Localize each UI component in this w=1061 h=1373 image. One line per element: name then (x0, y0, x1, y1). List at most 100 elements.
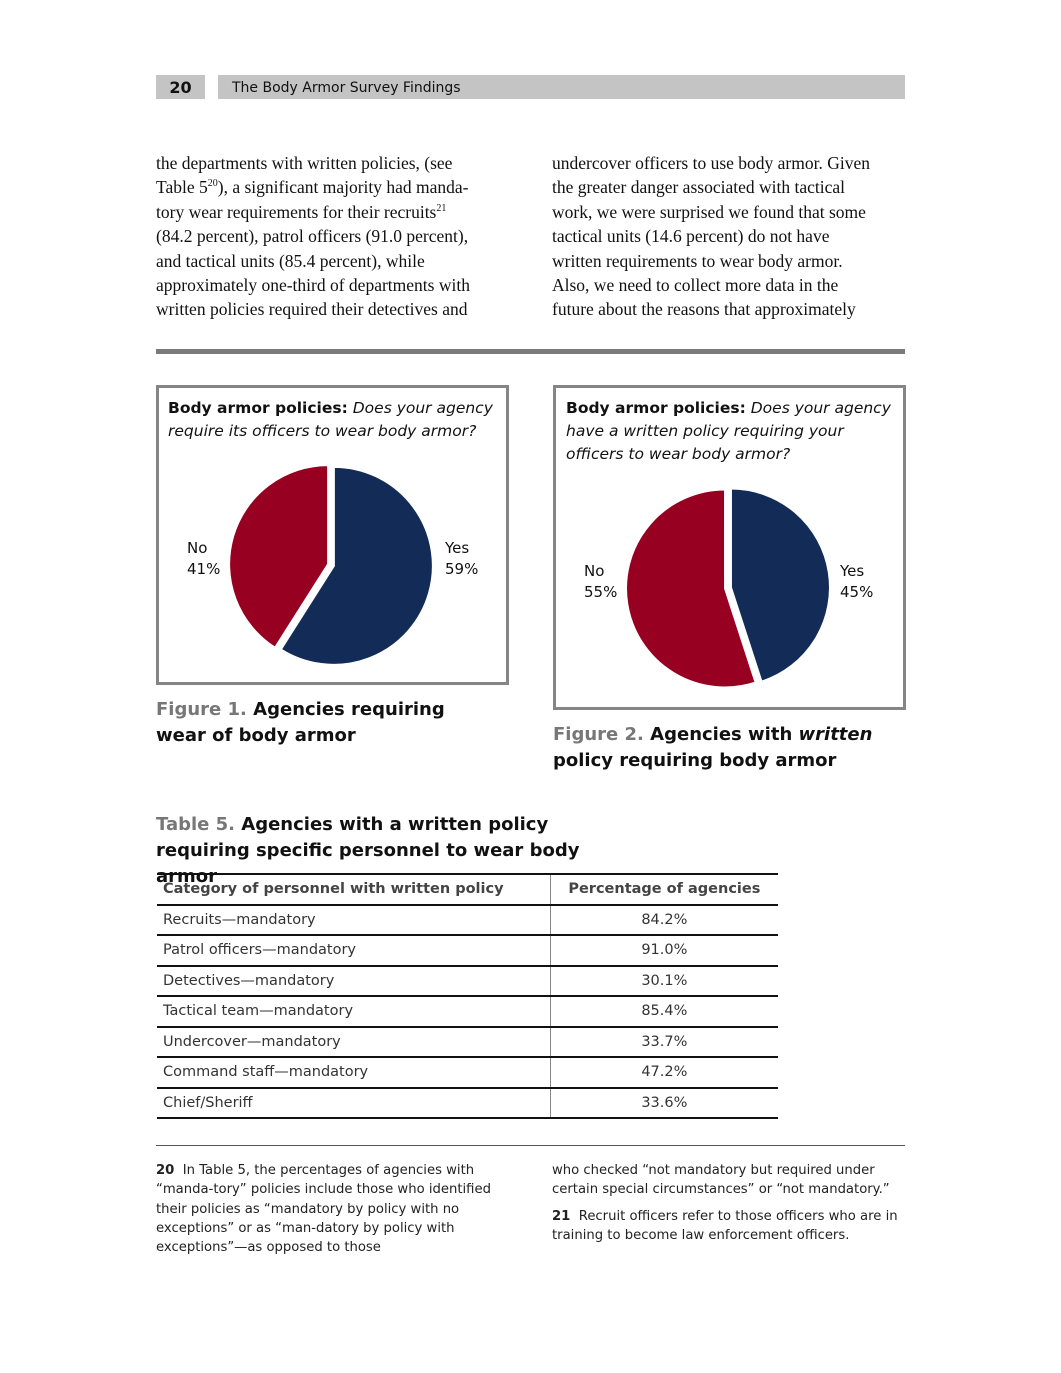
text: tory wear requirements for their recruit… (156, 201, 437, 222)
text: tactical units (14.6 percent) do not hav… (552, 226, 830, 247)
table-cell: Patrol officers—mandatory (157, 935, 551, 967)
text: the greater danger associated with tacti… (552, 177, 845, 198)
footnote-ref: 20 (207, 178, 218, 190)
slice-label: Yes 59% (445, 538, 478, 580)
table: Category of personnel with written polic… (157, 873, 778, 1119)
text-line: the departments with written policies, (… (156, 151, 470, 175)
category: Yes (445, 539, 470, 557)
text-line: tory wear requirements for their recruit… (156, 200, 470, 224)
footnote-ref: 21 (436, 202, 447, 214)
value-label: 59% (445, 560, 479, 578)
figure-box (156, 385, 509, 685)
caption-text: written (798, 724, 873, 745)
title: Body armor policies: (168, 399, 348, 417)
footnote-number: 20 (156, 1163, 175, 1178)
table-cell: 33.7% (549, 1026, 778, 1058)
table-cell: Command staff—mandatory (157, 1057, 551, 1089)
table-cell: 85.4% (549, 996, 778, 1028)
slice-label: No 41% (187, 538, 220, 580)
figure-box (553, 385, 906, 710)
figure-label: Figure 1. (156, 699, 247, 720)
table-row: Tactical team—mandatory 85.4% (157, 996, 778, 1028)
table-cell: 91.0% (549, 935, 778, 967)
table-row: Undercover—mandatory 33.7% (157, 1026, 778, 1058)
table-cell: Chief/Sheriff (157, 1087, 551, 1119)
value-label: 55% (584, 583, 618, 601)
text-line: work, we were surprised we found that so… (552, 200, 870, 224)
table-cell: Tactical team—mandatory (157, 996, 551, 1028)
header-cell: Percentage of agencies (549, 874, 778, 906)
text: Table 5 (156, 177, 208, 198)
text: work, we were surprised we found that so… (552, 201, 866, 222)
table-header: Category of personnel with written polic… (157, 874, 778, 906)
footnote-text: Recruit officers refer to those officers… (552, 1209, 898, 1244)
text: and tactical units (85.4 percent), while (156, 250, 425, 271)
table-label: Table 5. (156, 814, 235, 835)
table-cell: Recruits—mandatory (157, 904, 551, 936)
footnote: 20 In Table 5, the percentages of agenci… (156, 1161, 512, 1257)
caption-text: Agencies requiring wear of body armor (156, 699, 445, 746)
table-caption: Table 5. Agencies with a written policy … (156, 812, 616, 890)
pie-slice (625, 488, 757, 689)
footnote-number: 21 (552, 1209, 571, 1224)
footnote-text: who checked “not mandatory but required … (552, 1163, 890, 1198)
pie-slice (279, 465, 434, 666)
text: Also, we need to collect more data in th… (552, 275, 839, 296)
table-row: Chief/Sheriff 33.6% (157, 1087, 778, 1119)
text-line: written policies required their detectiv… (156, 297, 470, 321)
text-line: written requirements to wear body armor. (552, 249, 870, 273)
rule (156, 349, 905, 354)
caption-text: Agencies with (650, 724, 799, 745)
text-line: (84.2 percent), patrol officers (91.0 pe… (156, 224, 470, 248)
chart-title: Body armor policies: Does your agency ha… (566, 397, 891, 466)
table-cell: Undercover—mandatory (157, 1026, 551, 1058)
pie-slice (228, 464, 330, 650)
table-cell: 33.6% (549, 1087, 778, 1119)
table-cell: 84.2% (549, 904, 778, 936)
table-row: Patrol officers—mandatory 91.0% (157, 935, 778, 967)
text: written policies required their detectiv… (156, 299, 468, 320)
text: approximately one-third of departments w… (156, 275, 470, 296)
table-row: Command staff—mandatory 47.2% (157, 1057, 778, 1089)
body-column: undercover officers to use body armor. G… (552, 151, 870, 322)
text: undercover officers to use body armor. G… (552, 153, 870, 173)
text-line: approximately one-third of departments w… (156, 273, 470, 297)
text: (84.2 percent), patrol officers (91.0 pe… (156, 226, 469, 247)
table-cell: 47.2% (549, 1057, 778, 1089)
pie-slice (729, 487, 831, 683)
header-cell: Category of personnel with written polic… (157, 874, 551, 906)
table-cell: 30.1% (549, 965, 778, 997)
category: Yes (840, 562, 865, 580)
text-line: Table 520), a significant majority had m… (156, 175, 470, 199)
text: future about the reasons that approximat… (552, 299, 856, 320)
table-row: Detectives—mandatory 30.1% (157, 965, 778, 997)
text-line: future about the reasons that approximat… (552, 297, 870, 321)
running-header: The Body Armor Survey Findings (218, 75, 905, 99)
subtitle: Does your agency have a written policy r… (566, 399, 891, 463)
figure-caption: Figure 1. Agencies requiring wear of bod… (156, 697, 456, 749)
footnote-rule (156, 1145, 905, 1146)
value-label: 41% (187, 560, 221, 578)
chart-title: Body armor policies: Does your agency re… (168, 397, 493, 443)
category: No (584, 562, 605, 580)
slice-label: No 55% (584, 561, 617, 603)
figure-label: Figure 2. (553, 724, 644, 745)
table-cell: Detectives—mandatory (157, 965, 551, 997)
caption-text: policy requiring body armor (553, 750, 837, 771)
text-line: undercover officers to use body armor. G… (552, 151, 870, 175)
category: No (187, 539, 208, 557)
text: the departments with written policies, (… (156, 153, 453, 173)
body-column: the departments with written policies, (… (156, 151, 470, 322)
text-line: the greater danger associated with tacti… (552, 175, 870, 199)
figure-caption: Figure 2. Agencies with written policy r… (553, 722, 873, 774)
caption-text: Agencies with a written policy requiring… (156, 814, 580, 887)
page-number: 20 (156, 75, 205, 99)
slice-label: Yes 45% (840, 561, 873, 603)
footnote: who checked “not mandatory but required … (552, 1161, 907, 1200)
footnote: 21 Recruit officers refer to those offic… (552, 1207, 907, 1246)
text: ), a significant majority had manda- (217, 177, 469, 198)
table-row: Recruits—mandatory 84.2% (157, 904, 778, 936)
text-line: Also, we need to collect more data in th… (552, 273, 870, 297)
text-line: and tactical units (85.4 percent), while (156, 249, 470, 273)
